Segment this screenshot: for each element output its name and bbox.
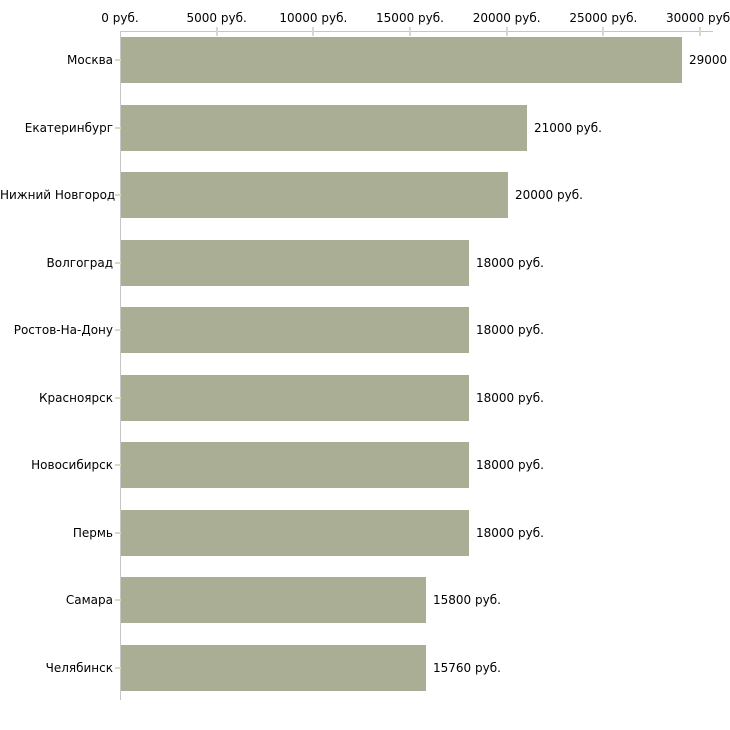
y-tick-mark [115,531,124,534]
y-tick-mark [115,396,124,399]
bar [121,442,469,488]
value-label: 18000 руб. [476,525,544,540]
bar [121,577,426,623]
category-label: Челябинск [45,660,113,675]
y-tick-mark [115,599,124,601]
category-label: Нижний Новгород [0,188,116,202]
bar [121,239,469,286]
category-label: Екатеринбург [24,120,113,135]
value-label: 15760 руб. [433,660,501,675]
bar [121,509,469,556]
y-tick-mark [115,261,124,264]
value-label: 18000 руб. [476,390,544,405]
x-tick-mark [699,27,701,36]
y-axis-line [120,31,121,700]
category-label: Москва [67,53,113,67]
bar [121,374,469,421]
category-label: Самара [65,593,113,607]
x-tick-mark [312,27,315,36]
x-tick-mark [505,27,508,36]
category-label: Красноярск [39,390,113,405]
value-label: 18000 руб. [476,323,544,337]
x-tick-mark [602,27,605,36]
value-label: 29000 р [689,53,730,67]
x-axis-line [120,31,713,32]
y-tick-mark [115,126,124,129]
y-tick-mark [115,59,124,61]
value-label: 18000 руб. [476,255,544,270]
y-tick-mark [115,329,124,331]
bar [121,104,527,151]
value-label: 18000 руб. [476,458,544,472]
x-tick-mark [409,27,411,36]
y-tick-mark [115,194,124,196]
value-label: 21000 руб. [534,120,602,135]
category-label: Новосибирск [31,458,113,472]
y-tick-mark [115,666,124,669]
x-tick-label: 30000 руб. [666,11,730,25]
y-tick-mark [115,464,124,466]
category-label: Волгоград [46,255,113,270]
category-label: Ростов-На-Дону [13,323,113,337]
bar [121,307,469,353]
value-label: 15800 руб. [433,593,501,607]
x-tick-label: 20000 руб. [472,11,541,25]
x-tick-label: 25000 руб. [569,11,638,25]
bar [121,172,508,218]
value-label: 20000 руб. [515,188,583,202]
bar [121,37,682,83]
x-tick-label: 10000 руб. [279,11,348,25]
bar [121,644,426,691]
category-label: Пермь [72,525,113,540]
x-tick-label: 15000 руб. [376,11,444,25]
x-tick-mark [215,27,218,36]
x-tick-label: 5000 руб. [186,11,247,25]
x-tick-label: 0 руб. [101,11,139,25]
